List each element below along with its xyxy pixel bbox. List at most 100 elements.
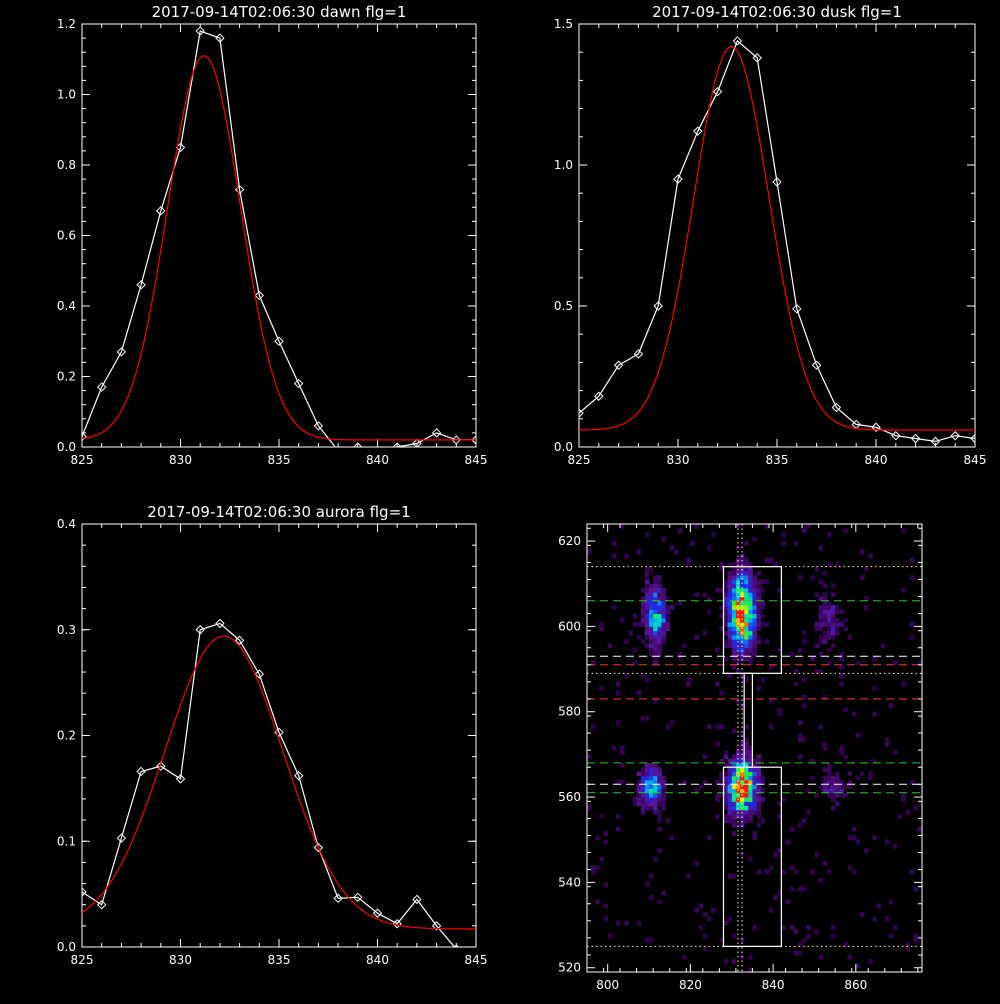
data-point-diamond (136, 280, 146, 290)
heatmap-cell (802, 703, 807, 708)
heatmap-cell (657, 626, 662, 632)
heatmap-cell (744, 724, 749, 730)
heatmap-cell (661, 605, 666, 610)
heatmap-cell (797, 942, 803, 947)
data-point-diamond (254, 669, 265, 679)
heatmap-cell (822, 694, 828, 700)
data-point-diamond (293, 378, 304, 389)
heatmap-cell (822, 570, 828, 576)
heatmap-cell (649, 797, 654, 802)
heatmap-cell (764, 579, 770, 585)
heatmap-cell (649, 775, 654, 781)
data-point-diamond (116, 347, 127, 357)
heatmap-cell (822, 617, 828, 623)
heatmap-cell (706, 596, 712, 602)
heatmap-cell (727, 809, 733, 815)
heatmap-cell (872, 758, 877, 764)
heatmap-cell (723, 617, 728, 623)
heatmap-cell (835, 609, 840, 614)
heatmap-cell (835, 605, 840, 610)
heatmap-cell (649, 613, 654, 619)
heatmap-cell (661, 639, 666, 644)
heatmap-cell (826, 622, 832, 627)
data-point-diamond (412, 894, 422, 905)
heatmap-cell (748, 634, 753, 640)
heatmap-cell (653, 609, 658, 614)
heatmap-cell (735, 660, 741, 666)
heatmap-cell (731, 788, 737, 794)
heatmap-cell (893, 750, 898, 755)
plot-frame (81, 523, 477, 948)
heatmap-cell (723, 613, 728, 619)
heatmap-cell (731, 818, 737, 824)
heatmap-cell (620, 745, 625, 751)
heatmap-cell (727, 758, 733, 764)
heatmap-cell (860, 549, 865, 555)
heatmap-cell (802, 639, 807, 644)
heatmap-cell (744, 788, 749, 794)
heatmap-cell (797, 886, 803, 892)
heatmap-cell (723, 596, 728, 602)
heatmap-cell (748, 626, 753, 632)
heatmap-cell (797, 822, 803, 828)
heatmap-cell (611, 745, 617, 751)
heatmap-cell (653, 605, 658, 610)
heatmap-cell (723, 600, 728, 606)
heatmap-cell (599, 626, 604, 632)
heatmap-cell (744, 775, 749, 781)
heatmap-cell (657, 797, 662, 802)
heatmap-cell (814, 566, 819, 572)
heatmap-cell (657, 643, 662, 649)
heatmap-cell (843, 626, 848, 632)
heatmap-cell (748, 762, 753, 768)
heatmap-cell (636, 634, 642, 640)
heatmap-cell (657, 622, 662, 627)
heatmap-cell (603, 882, 608, 888)
heatmap-cell (740, 588, 745, 593)
measured-spectrum-line (579, 39, 975, 443)
heatmap-cell (644, 630, 650, 636)
heatmap-cell (636, 784, 642, 789)
heatmap-cell (727, 873, 733, 879)
heatmap-cell (723, 656, 728, 661)
heatmap-cell (731, 809, 737, 815)
heatmap-cell (731, 605, 737, 610)
heatmap-cell (748, 784, 753, 789)
heatmap-cell (640, 805, 646, 811)
heatmap-cell (715, 797, 720, 802)
heatmap-cell (909, 622, 915, 627)
heatmap-cell (826, 660, 832, 666)
heatmap-cell (835, 792, 840, 798)
heatmap-cell (884, 839, 890, 845)
heatmap-cell (868, 959, 873, 964)
heatmap-cell (797, 720, 803, 725)
heatmap-cell (789, 865, 795, 870)
x-tick-label: 825 (71, 953, 94, 967)
heatmap-cell (793, 541, 799, 546)
heatmap-cell (752, 592, 757, 597)
heatmap-cell (644, 797, 650, 802)
heatmap-cell (653, 626, 658, 632)
heatmap-cell (756, 605, 762, 610)
heatmap-cell (744, 630, 749, 636)
heatmap-cell (785, 839, 790, 845)
heatmap-cell (744, 570, 749, 576)
heatmap-cell (843, 792, 848, 798)
heatmap-cell (901, 528, 906, 533)
heatmap-cell (752, 579, 757, 585)
heatmap-cell (669, 720, 675, 725)
heatmap-cell (810, 656, 815, 661)
heatmap-cell (835, 622, 840, 627)
heatmap-cell (752, 792, 757, 798)
heatmap-cell (822, 613, 828, 619)
heatmap-cell (752, 801, 757, 806)
heatmap-cell (752, 630, 757, 636)
data-point-diamond (234, 184, 245, 195)
heatmap-cell (748, 622, 753, 627)
heatmap-cell (735, 575, 741, 580)
heatmap-cell (731, 767, 737, 772)
heatmap-cell (740, 609, 745, 614)
heatmap-cell (913, 886, 919, 892)
plot-area (82, 26, 476, 447)
heatmap-cell (632, 801, 637, 806)
